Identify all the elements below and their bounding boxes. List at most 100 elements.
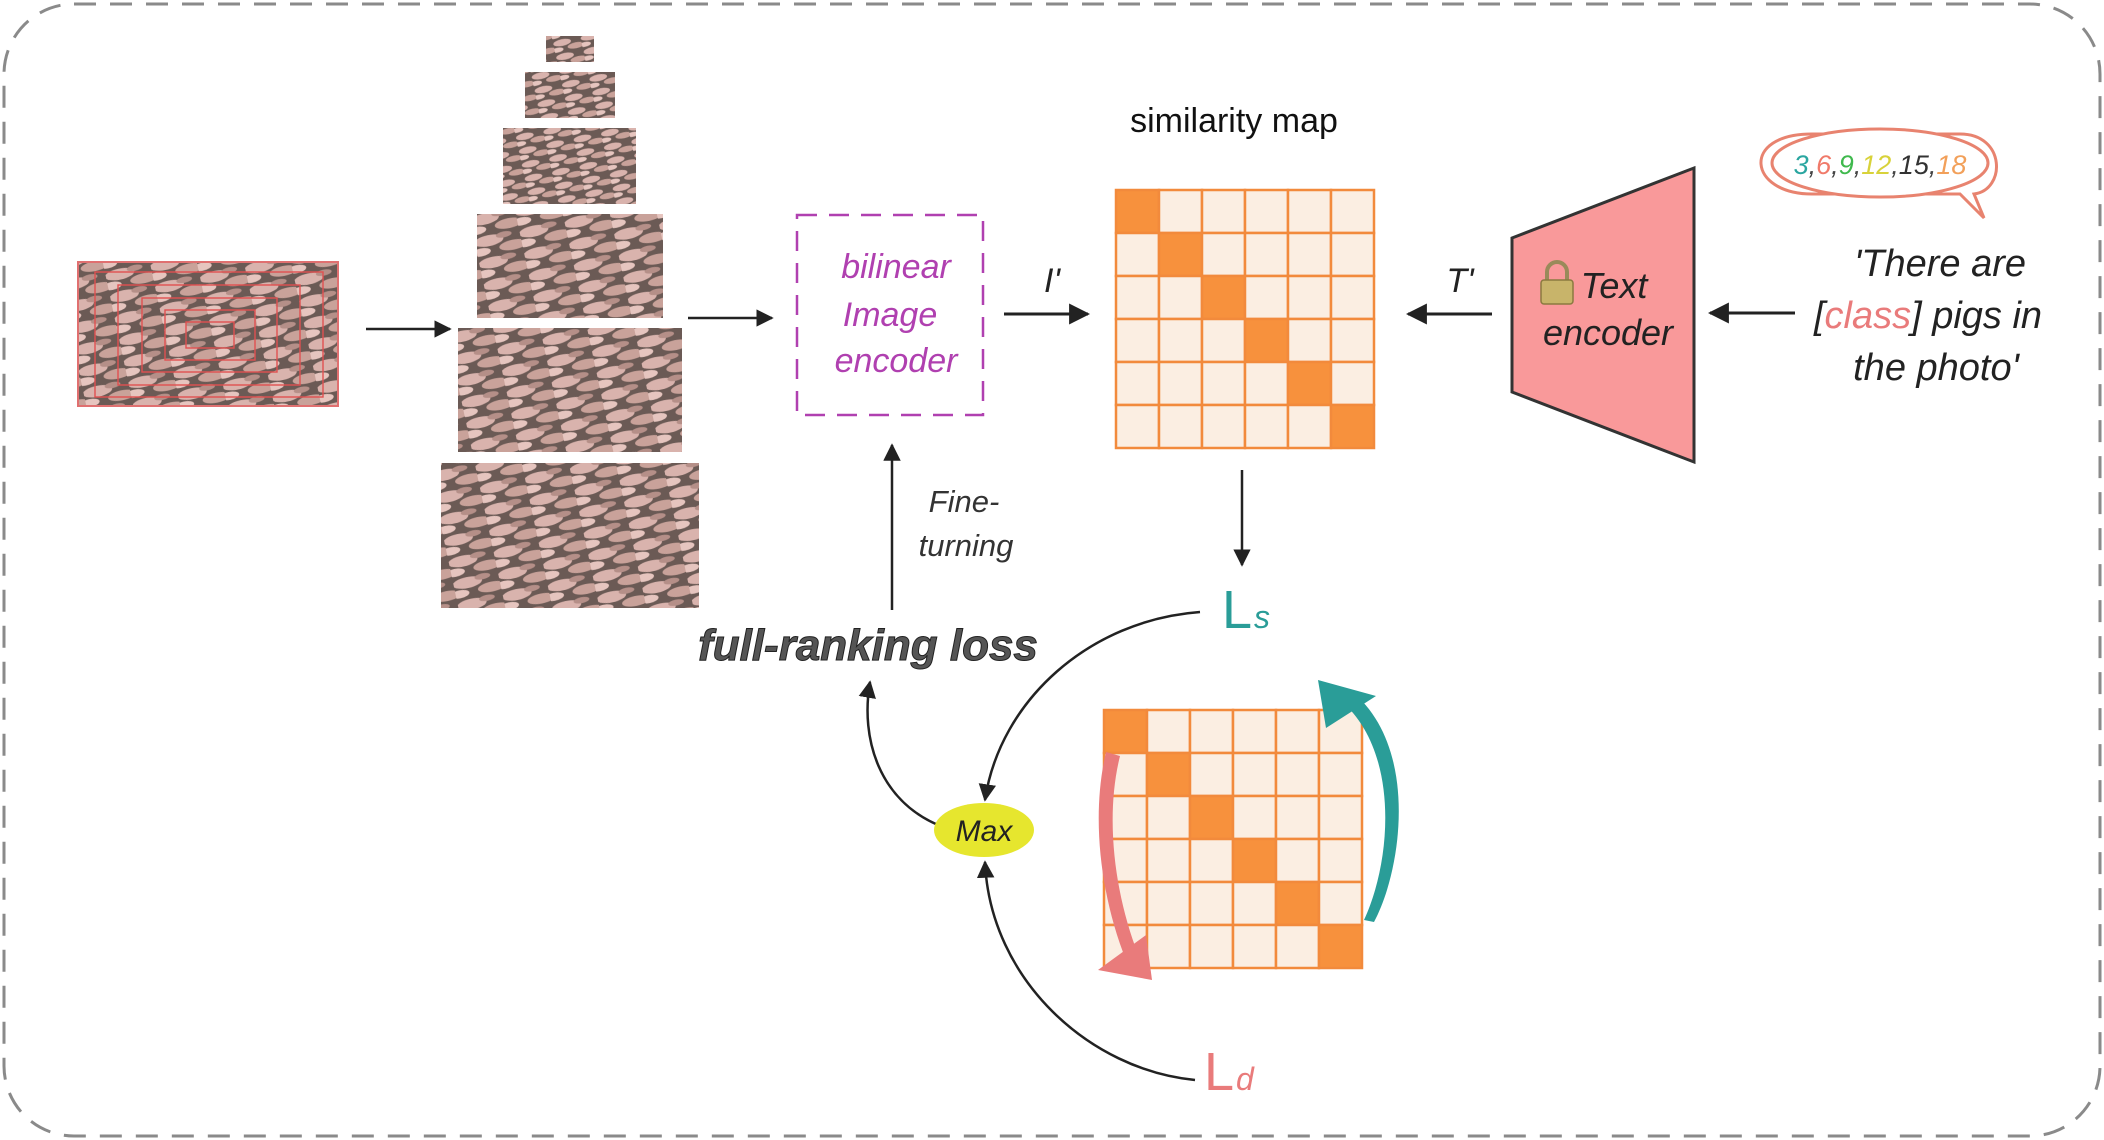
- matrix-cell-0-5: [1329, 188, 1376, 235]
- matrix-cell-4-2: [1188, 880, 1235, 927]
- class-number-8: 15: [1899, 150, 1930, 180]
- class-number-4: 9: [1839, 150, 1854, 180]
- matrix-cell-1-3: [1243, 231, 1290, 278]
- matrix-cell-5-2: [1188, 923, 1235, 970]
- class-number-7: ,: [1891, 150, 1899, 180]
- matrix-cell-5-4: [1286, 403, 1333, 450]
- matrix-cell-3-5: [1317, 837, 1364, 884]
- matrix-cell-0-2: [1188, 708, 1235, 755]
- prompt-line2: [class] pigs in: [1813, 295, 2042, 337]
- matrix-diag-cell-5-5: [1317, 923, 1364, 970]
- text-encoder-label-line2: encoder: [1543, 312, 1675, 353]
- ls-sub: s: [1254, 599, 1270, 635]
- prompt-class-word: class: [1825, 295, 1912, 337]
- matrix-cell-1-5: [1317, 751, 1364, 798]
- class-numbers: 3,6,9,12,15,18: [1794, 150, 1967, 180]
- ranking-matrix: [1102, 708, 1364, 970]
- matrix-cell-3-1: [1157, 317, 1204, 364]
- matrix-cell-3-2: [1188, 837, 1235, 884]
- teal-up-arrow: [1318, 680, 1399, 922]
- matrix-cell-0-1: [1145, 708, 1192, 755]
- class-number-0: 3: [1794, 150, 1809, 180]
- prompt-class-open: [: [1813, 295, 1828, 337]
- curve-ld-to-max: [976, 860, 1196, 1082]
- lock-icon: [1540, 260, 1574, 305]
- class-number-5: ,: [1854, 150, 1862, 180]
- matrix-cell-2-3: [1243, 274, 1290, 321]
- matrix-cell-5-1: [1145, 923, 1192, 970]
- encoder-label-line1: bilinear: [841, 248, 952, 286]
- matrix-cell-1-3: [1231, 751, 1278, 798]
- encoder-label-line2: Image: [843, 296, 938, 334]
- matrix-cell-0-1: [1157, 188, 1204, 235]
- matrix-cell-3-0: [1114, 317, 1161, 364]
- matrix-cell-1-2: [1188, 751, 1235, 798]
- matrix-cell-5-0: [1114, 403, 1161, 450]
- matrix-cell-5-3: [1231, 923, 1278, 970]
- matrix-cell-5-2: [1200, 403, 1247, 450]
- class-number-1: ,: [1809, 150, 1817, 180]
- ld-label: Ld: [1204, 1042, 1255, 1102]
- ls-label: Ls: [1222, 580, 1270, 640]
- curve-ls-to-max: [978, 610, 1201, 802]
- matrix-cell-0-4: [1286, 188, 1333, 235]
- curve-max-to-loss: [858, 680, 939, 827]
- similarity-map-title: similarity map: [1130, 102, 1338, 140]
- max-node: [934, 803, 1034, 857]
- matrix-diag-cell-4-4: [1274, 880, 1321, 927]
- matrix-cell-3-4: [1286, 317, 1333, 364]
- max-label: Max: [956, 815, 1014, 848]
- matrix-diag-cell-3-3: [1231, 837, 1278, 884]
- matrix-diag-cell-4-4: [1286, 360, 1333, 407]
- matrix-diag-cell-5-5: [1329, 403, 1376, 450]
- crop-pyramid: [441, 36, 699, 608]
- matrix-cell-3-2: [1200, 317, 1247, 364]
- fine-tuning-line2: turning: [919, 528, 1014, 563]
- matrix-diag-cell-0-0: [1114, 188, 1161, 235]
- i-prime-label: I': [1044, 262, 1061, 300]
- matrix-cell-4-3: [1243, 360, 1290, 407]
- class-number-2: 6: [1816, 150, 1832, 180]
- matrix-cell-4-3: [1231, 880, 1278, 927]
- bilinear-image-encoder-box: [795, 213, 985, 417]
- class-number-10: 18: [1936, 150, 1966, 180]
- matrix-cell-2-1: [1145, 794, 1192, 841]
- matrix-cell-4-5: [1329, 360, 1376, 407]
- ld-main: L: [1204, 1042, 1234, 1102]
- t-prime-label: T': [1446, 262, 1475, 300]
- matrix-cell-3-4: [1274, 837, 1321, 884]
- matrix-cell-5-1: [1157, 403, 1204, 450]
- class-number-3: ,: [1831, 150, 1839, 180]
- matrix-cell-4-0: [1114, 360, 1161, 407]
- matrix-cell-5-4: [1274, 923, 1321, 970]
- matrix-cell-1-0: [1114, 231, 1161, 278]
- matrix-cell-4-5: [1317, 880, 1364, 927]
- similarity-matrix: [1114, 188, 1376, 450]
- class-number-6: 12: [1861, 150, 1891, 180]
- matrix-cell-0-4: [1274, 708, 1321, 755]
- input-pig-photo: [77, 261, 339, 407]
- prompt-class-close: ] pigs in: [1907, 295, 2042, 337]
- encoder-label-line3: encoder: [835, 342, 960, 380]
- matrix-cell-2-1: [1157, 274, 1204, 321]
- ld-sub: d: [1236, 1061, 1255, 1097]
- matrix-cell-4-2: [1200, 360, 1247, 407]
- text-encoder-label-line1: Text: [1581, 265, 1650, 306]
- matrix-cell-1-4: [1286, 231, 1333, 278]
- matrix-cell-0-3: [1231, 708, 1278, 755]
- matrix-cell-2-5: [1329, 274, 1376, 321]
- matrix-diag-cell-2-2: [1200, 274, 1247, 321]
- prompt-line1: 'There are: [1854, 243, 2026, 285]
- matrix-diag-cell-1-1: [1157, 231, 1204, 278]
- fine-tuning-line1: Fine-: [929, 484, 1000, 519]
- matrix-cell-0-2: [1200, 188, 1247, 235]
- full-ranking-loss-label: full-ranking loss: [698, 621, 1038, 670]
- red-down-arrow: [1098, 752, 1152, 980]
- matrix-diag-cell-0-0: [1102, 708, 1149, 755]
- matrix-diag-cell-2-2: [1188, 794, 1235, 841]
- matrix-cell-2-3: [1231, 794, 1278, 841]
- matrix-cell-1-2: [1200, 231, 1247, 278]
- matrix-cell-3-5: [1329, 317, 1376, 364]
- matrix-diag-cell-3-3: [1243, 317, 1290, 364]
